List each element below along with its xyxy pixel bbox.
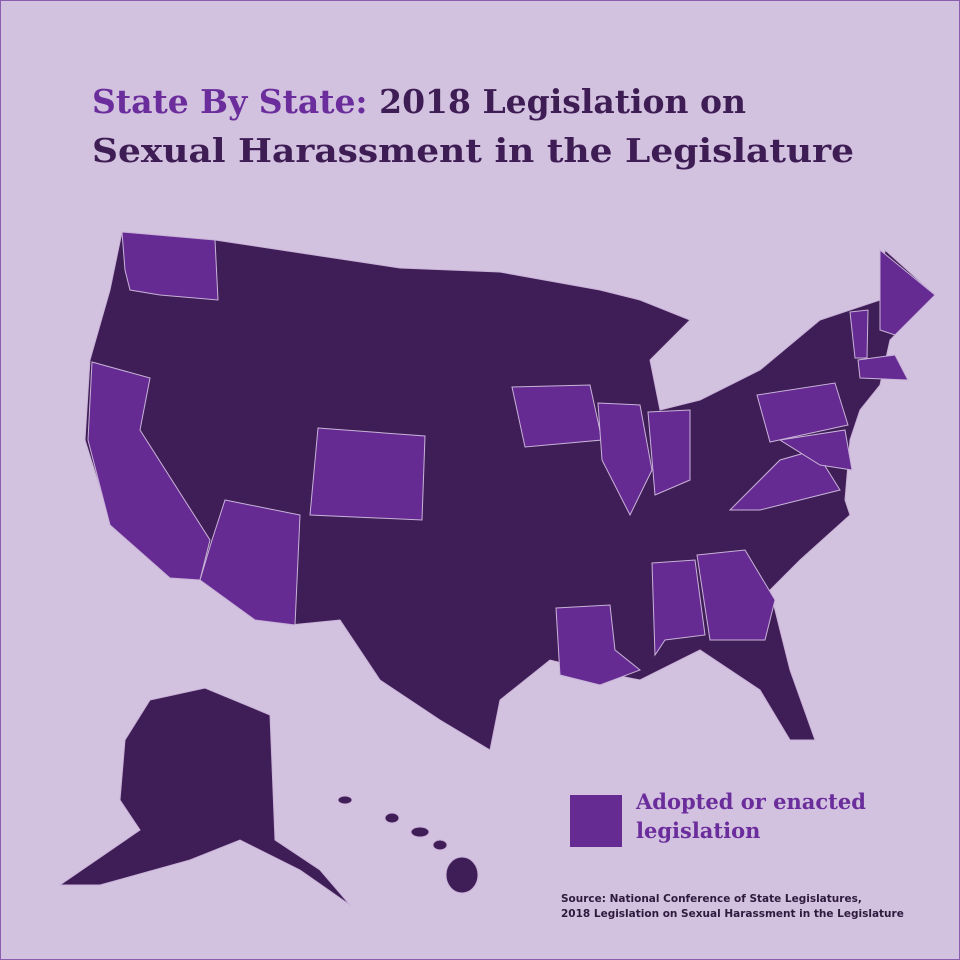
state-adopted (651, 559, 706, 657)
alaska (58, 687, 351, 906)
title-rest: 2018 Legislation on (379, 82, 746, 121)
state-adopted (121, 231, 219, 301)
legend-label: legislation (636, 818, 760, 843)
state-adopted (647, 409, 691, 496)
state-adopted (849, 309, 869, 359)
hawaii-island (337, 795, 353, 805)
hawaii-island (410, 826, 430, 838)
hawaii-island (432, 839, 448, 851)
state-adopted (728, 449, 841, 511)
title-line-2: Sexual Harassment in the Legislature (92, 131, 854, 170)
state-adopted (857, 354, 909, 381)
state-adopted (597, 402, 653, 517)
legend-label: Adopted or enacted (635, 789, 866, 814)
title-highlight: State By State: (92, 82, 368, 121)
state-adopted (696, 549, 776, 641)
state-adopted (199, 499, 301, 626)
hawaii-island (384, 812, 400, 824)
state-adopted (511, 384, 603, 448)
source-text: 2018 Legislation on Sexual Harassment in… (561, 908, 904, 920)
state-adopted (879, 248, 936, 336)
state-adopted (778, 429, 853, 471)
title-line-1: State By State: 2018 Legislation on (92, 82, 746, 121)
legend-swatch (570, 795, 622, 847)
state-adopted (555, 604, 641, 686)
hawaii-island (445, 856, 479, 894)
us-map (58, 231, 936, 906)
source-text: Source: National Conference of State Leg… (561, 893, 862, 905)
state-adopted (309, 427, 426, 521)
state-adopted (756, 382, 849, 443)
